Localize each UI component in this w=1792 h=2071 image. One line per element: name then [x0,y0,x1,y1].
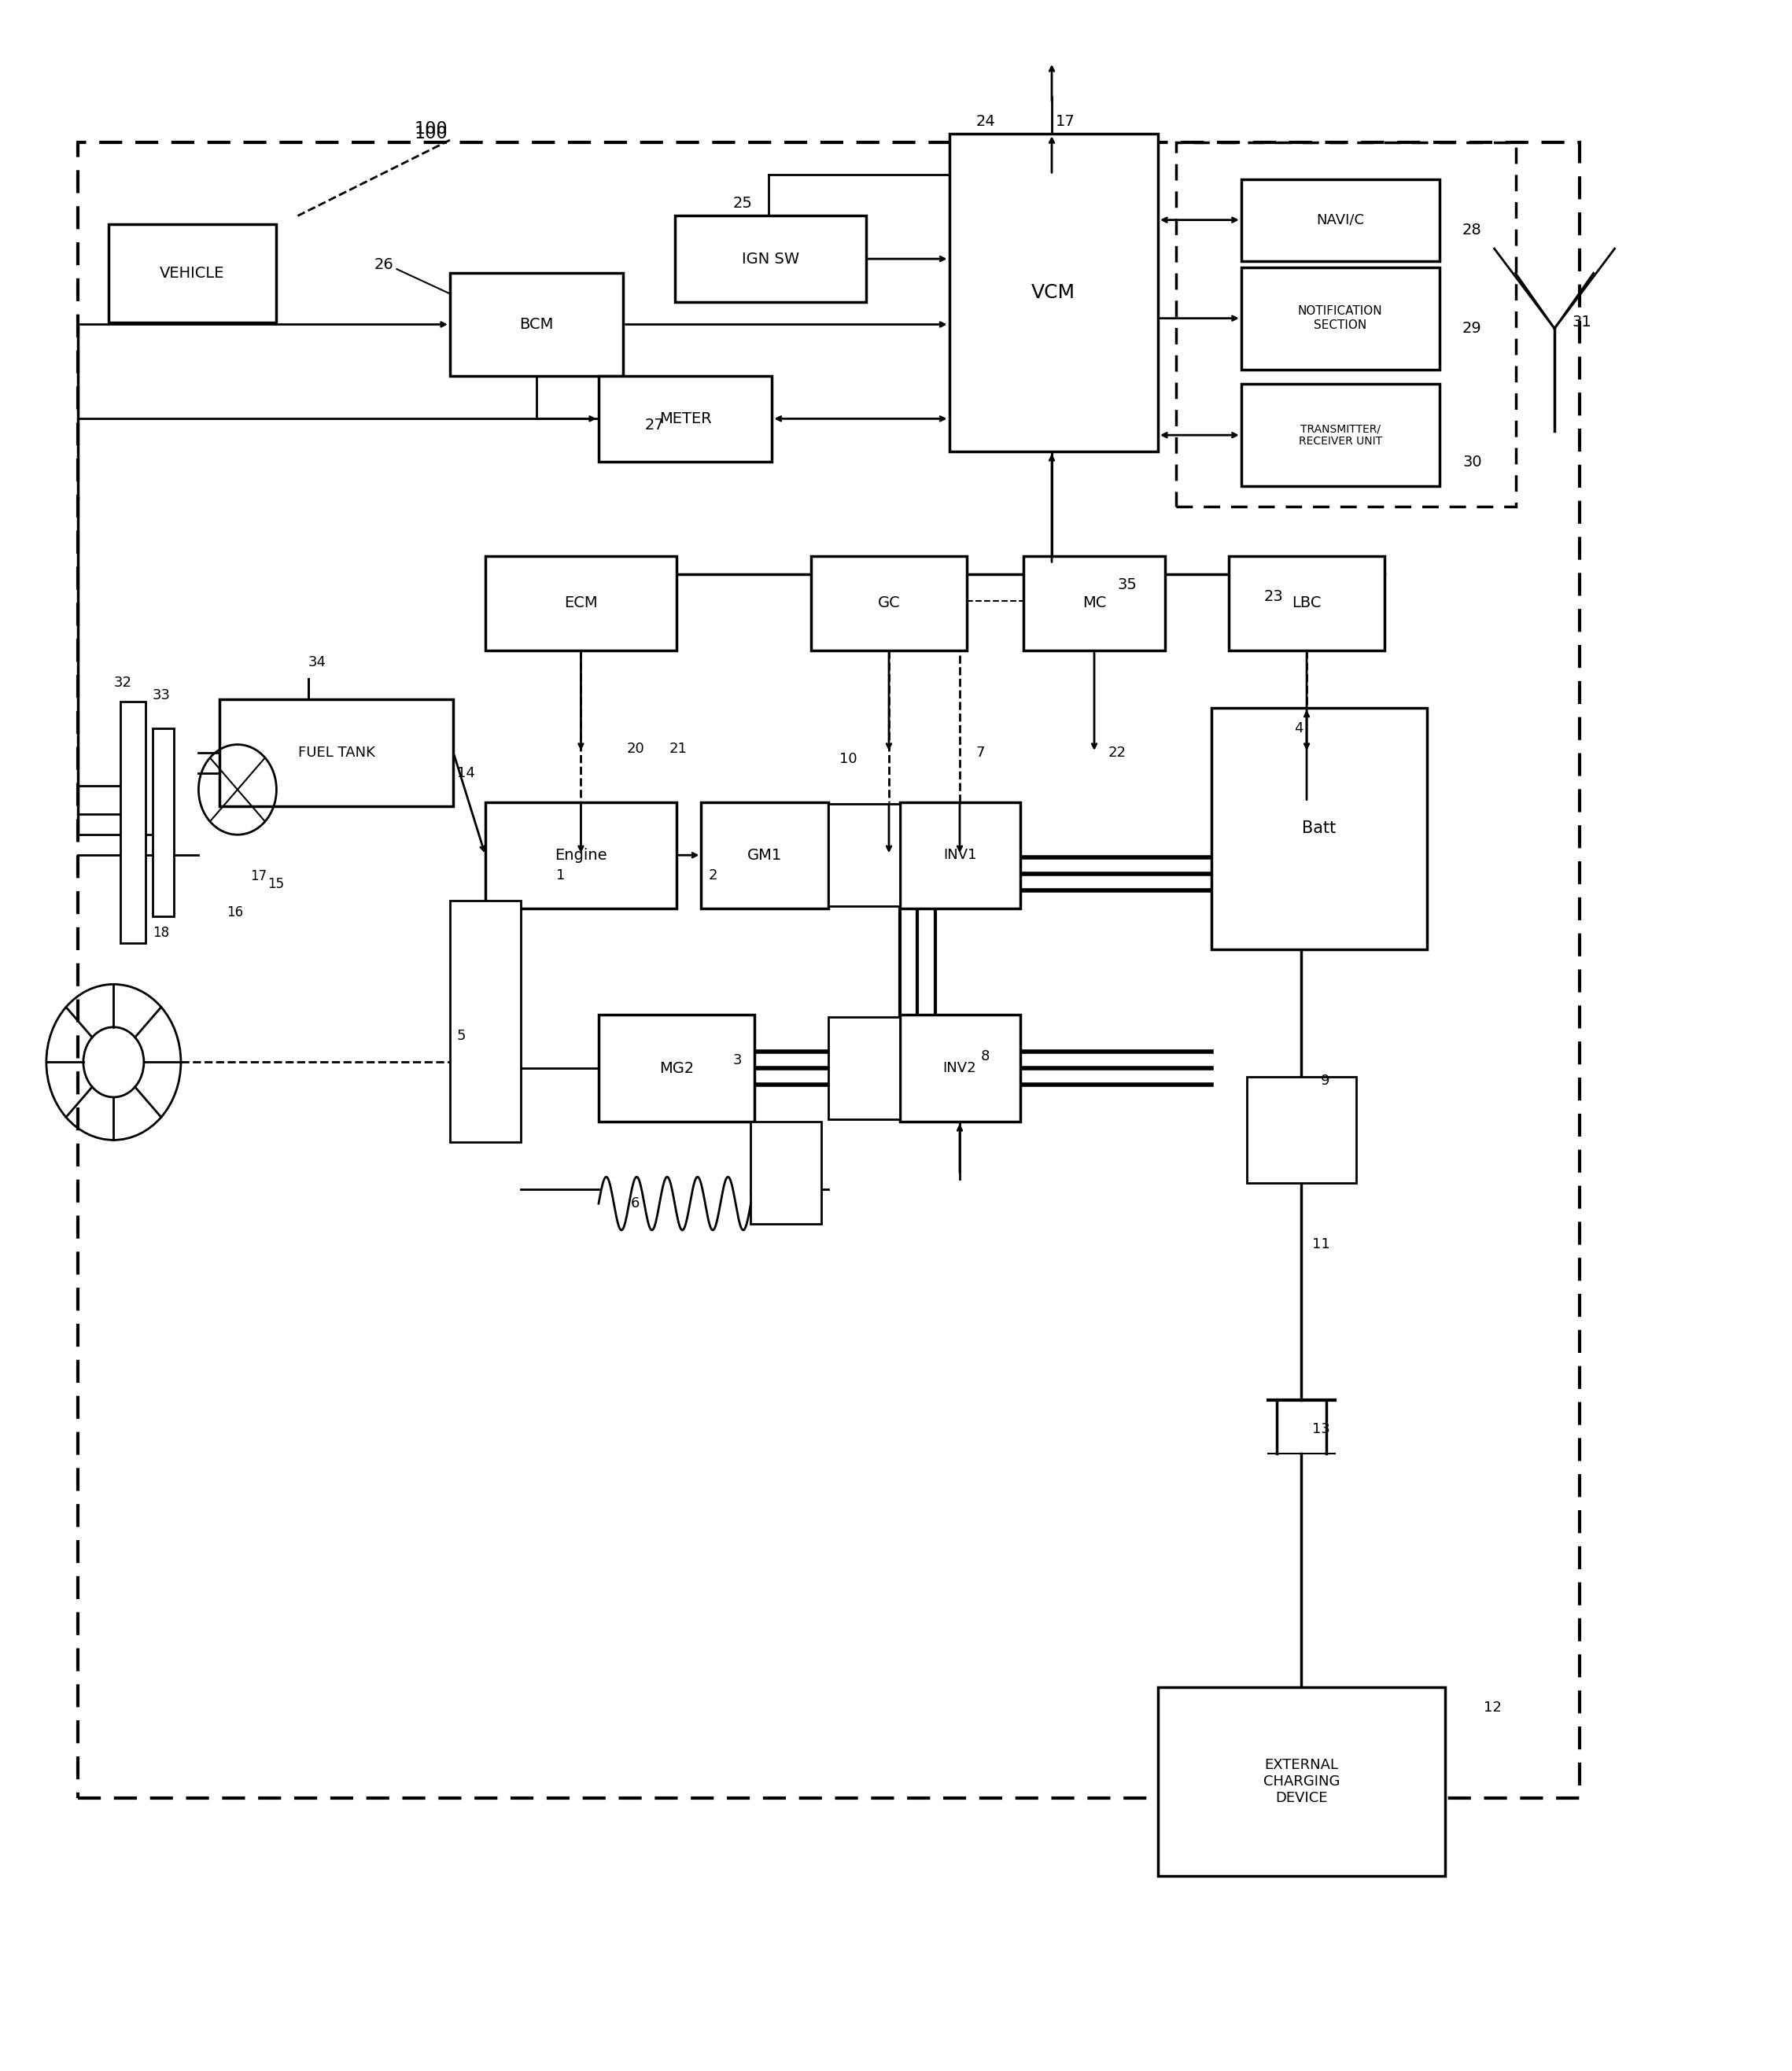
Text: 31: 31 [1572,315,1591,329]
Text: 100: 100 [414,122,448,137]
Text: 15: 15 [267,876,285,891]
Bar [486,801,677,909]
Bar [450,901,521,1141]
Bar [701,801,828,909]
Text: NOTIFICATION
SECTION: NOTIFICATION SECTION [1297,307,1383,331]
Bar [828,804,900,907]
Bar [599,1015,754,1122]
Text: 13: 13 [1312,1423,1330,1435]
Bar [1242,178,1439,261]
Text: 1: 1 [556,868,564,882]
Text: 29: 29 [1462,321,1482,336]
Text: VCM: VCM [1032,284,1075,302]
Text: 35: 35 [1116,578,1136,592]
Bar [900,801,1020,909]
Text: MG2: MG2 [659,1060,694,1075]
Bar [751,1122,823,1224]
Text: ECM: ECM [564,596,599,611]
Text: 5: 5 [457,1029,466,1042]
Text: GC: GC [878,596,900,611]
Bar [1247,1077,1357,1183]
Bar [120,702,145,942]
Bar [108,224,276,323]
Text: VEHICLE: VEHICLE [159,265,224,282]
Bar [1229,555,1385,650]
Bar [220,700,453,806]
Bar [79,143,1579,1798]
Text: LBC: LBC [1292,596,1321,611]
Text: 10: 10 [839,752,857,766]
Text: 32: 32 [113,675,131,690]
Text: 18: 18 [152,926,168,940]
Bar [1242,267,1439,369]
Text: 14: 14 [457,766,475,781]
Bar [1211,708,1426,949]
Text: 28: 28 [1462,224,1482,238]
Text: 7: 7 [975,746,984,760]
Bar [152,729,174,917]
Text: EXTERNAL
CHARGING
DEVICE: EXTERNAL CHARGING DEVICE [1263,1758,1340,1804]
Text: 3: 3 [733,1052,742,1067]
Text: 33: 33 [152,688,170,702]
Text: 22: 22 [1109,746,1127,760]
Bar [950,135,1158,451]
Bar [1176,143,1516,507]
Text: 4: 4 [1294,721,1303,735]
Bar [812,555,968,650]
Bar [828,1017,900,1120]
Text: 26: 26 [375,257,392,273]
Text: 12: 12 [1484,1700,1502,1715]
Text: 20: 20 [627,741,645,756]
Text: GM1: GM1 [747,847,783,864]
Text: 27: 27 [645,418,665,433]
Bar [1023,555,1165,650]
Text: 6: 6 [631,1197,640,1212]
Text: 25: 25 [733,197,753,211]
Text: NAVI/C: NAVI/C [1317,213,1364,228]
Text: 2: 2 [708,868,717,882]
Text: 9: 9 [1321,1073,1330,1087]
Bar [450,273,624,375]
Text: 17: 17 [249,868,267,882]
Text: TRANSMITTER/
RECEIVER UNIT: TRANSMITTER/ RECEIVER UNIT [1299,422,1382,447]
Text: 8: 8 [980,1048,989,1062]
Text: 24: 24 [975,114,995,128]
Text: FUEL TANK: FUEL TANK [297,746,375,760]
Text: IGN SW: IGN SW [742,251,799,267]
Text: Batt: Batt [1303,820,1337,837]
Text: 30: 30 [1462,454,1482,470]
Text: 100: 100 [414,126,448,141]
Bar [599,375,772,462]
Text: INV2: INV2 [943,1060,977,1075]
Bar [900,1015,1020,1122]
Text: INV1: INV1 [943,849,977,862]
Text: MC: MC [1082,596,1106,611]
Bar [486,555,677,650]
Text: 11: 11 [1312,1238,1330,1251]
Text: Engine: Engine [556,847,607,864]
Bar [1158,1688,1444,1876]
Text: 34: 34 [308,657,326,669]
Bar [1242,383,1439,487]
Text: 17: 17 [1055,114,1075,128]
Text: 21: 21 [670,741,688,756]
Text: METER: METER [659,412,711,427]
Text: 23: 23 [1263,590,1283,605]
Text: BCM: BCM [520,317,554,331]
Bar [676,215,866,302]
Text: 16: 16 [228,905,244,920]
